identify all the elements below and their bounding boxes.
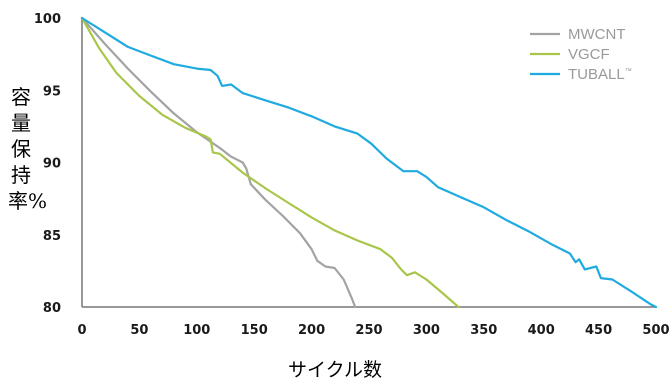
legend-label: TUBALL™ <box>568 66 632 83</box>
series-line <box>80 16 658 309</box>
legend-label: MWCNT <box>568 26 625 43</box>
y-tick-label: 85 <box>43 229 61 244</box>
x-tick-label: 50 <box>130 323 148 338</box>
x-tick-label: 100 <box>183 323 210 338</box>
legend-label: VGCF <box>568 46 610 63</box>
y-tick-labels: 80 85 90 95 100 <box>34 12 61 316</box>
x-tick-label: 0 <box>77 323 86 338</box>
legend: MWCNT VGCF TUBALL™ <box>530 26 632 83</box>
y-tick-label: 100 <box>34 12 61 27</box>
series-line <box>80 16 357 309</box>
y-axis-label: 容量保持率% <box>8 85 48 213</box>
x-tick-label: 350 <box>470 323 497 338</box>
series-lines <box>80 16 658 309</box>
x-axis-label: サイクル数 <box>287 359 383 381</box>
series-line <box>80 16 460 309</box>
x-tick-label: 400 <box>528 323 555 338</box>
y-tick-label: 80 <box>43 301 61 316</box>
x-tick-label: 250 <box>355 323 382 338</box>
y-tick-label: 90 <box>43 157 61 172</box>
x-tick-label: 200 <box>298 323 325 338</box>
x-tick-label: 150 <box>241 323 268 338</box>
x-tick-labels: 0 50 100 150 200 250 300 350 400 450 500 <box>77 323 669 338</box>
x-tick-label: 300 <box>413 323 440 338</box>
x-tick-label: 450 <box>585 323 612 338</box>
x-tick-label: 500 <box>642 323 669 338</box>
y-tick-label: 95 <box>43 84 61 99</box>
